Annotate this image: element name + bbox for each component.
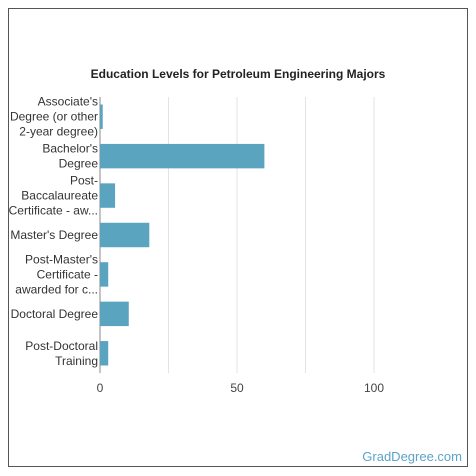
category-label-line: Degree (or other: [10, 110, 98, 124]
category-label-line: Certificate - aw...: [9, 204, 98, 218]
category-label-line: Post-Master's: [25, 252, 98, 266]
category-label-line: Bachelor's: [42, 142, 98, 156]
category-label: Post-Master's Certificate -awarded for c.…: [15, 252, 98, 296]
category-label: Post-Baccalaureate Certificate - aw...: [9, 174, 99, 218]
category-label-line: Baccalaureate: [21, 189, 98, 203]
category-label-line: Certificate -: [37, 267, 98, 281]
category-label: Bachelor's Degree: [42, 142, 98, 171]
bar: [100, 341, 109, 366]
watermark[interactable]: GradDegree.com: [362, 449, 462, 464]
category-label-line: Degree: [59, 157, 99, 171]
bar: [100, 143, 265, 169]
category-label-line: Master's Degree: [10, 228, 98, 242]
bar: [100, 183, 116, 208]
chart-title: Education Levels for Petroleum Engineeri…: [90, 67, 386, 81]
category-label-line: Post-: [70, 174, 98, 188]
category-label-line: 2-year degree): [19, 125, 98, 139]
x-tick-label: 0: [97, 381, 104, 395]
category-label-line: Post-Doctoral: [25, 339, 98, 353]
category-label: Associate's Degree (or other 2-year degree…: [10, 95, 98, 139]
category-label-line: awarded for c...: [15, 282, 98, 296]
category-label: Master's Degree: [10, 228, 98, 242]
category-label-line: Associate's: [38, 95, 98, 109]
category-label: Doctoral Degree: [11, 307, 99, 321]
category-label: Post-Doctoral Training: [25, 339, 98, 368]
category-label-line: Training: [55, 354, 98, 368]
bar: [100, 262, 109, 287]
x-tick-label: 50: [230, 381, 244, 395]
x-tick-label: 100: [364, 381, 384, 395]
bar: [100, 222, 150, 248]
bar: [100, 104, 103, 129]
category-label-line: Doctoral Degree: [11, 307, 99, 321]
bar: [100, 301, 129, 327]
chart-frame: [8, 8, 468, 467]
